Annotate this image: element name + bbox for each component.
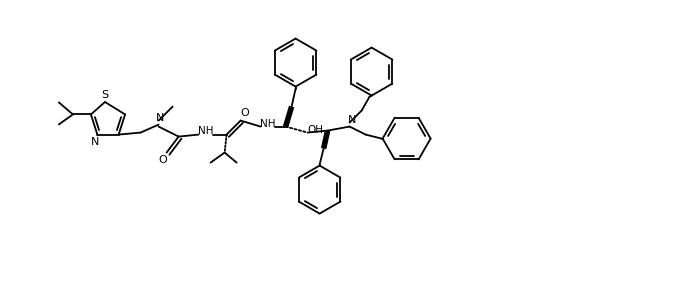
Text: N: N (347, 114, 356, 125)
Text: N: N (155, 113, 164, 123)
Text: O: O (158, 154, 167, 165)
Text: OH: OH (307, 125, 323, 135)
Text: S: S (102, 90, 108, 100)
Text: N: N (91, 137, 99, 147)
Text: NH: NH (260, 119, 275, 128)
Text: O: O (240, 107, 249, 118)
Text: NH: NH (198, 126, 214, 135)
